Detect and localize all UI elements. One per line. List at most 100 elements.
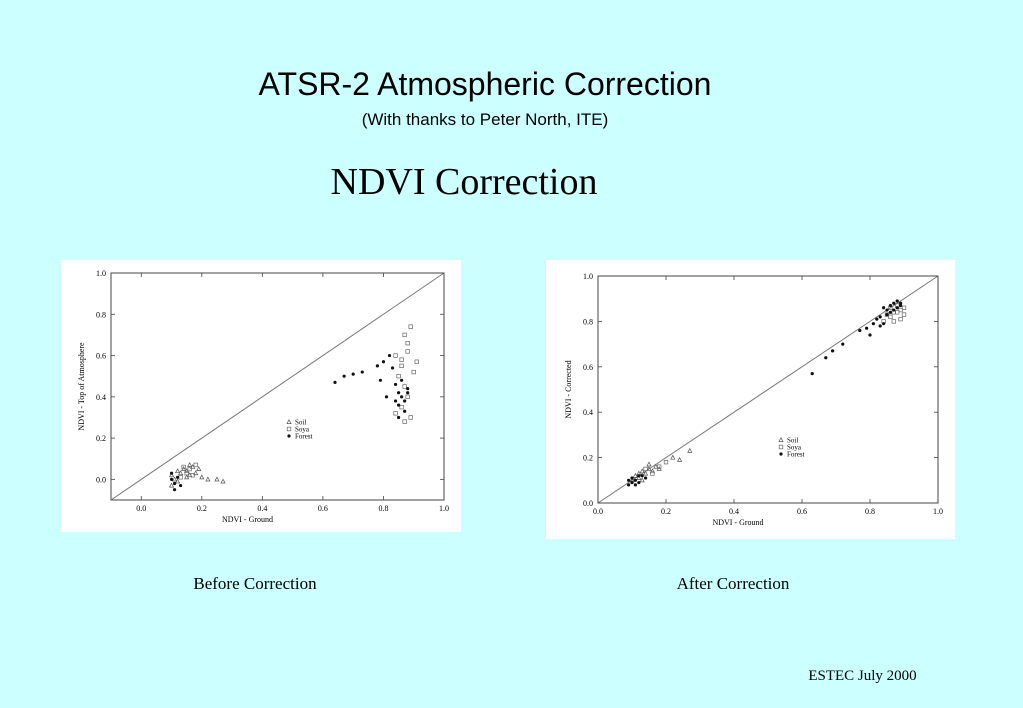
- y-tick-label: 1.0: [96, 269, 106, 278]
- data-point-soya: [405, 349, 410, 354]
- data-point-forest: [390, 366, 395, 370]
- data-point-soya: [408, 415, 413, 420]
- data-point-forest: [172, 488, 177, 492]
- data-point-forest: [630, 476, 634, 480]
- x-tick-label: 0.0: [593, 507, 603, 516]
- data-point-forest: [878, 324, 882, 328]
- data-point-forest: [892, 301, 896, 305]
- data-point-soya: [898, 316, 903, 322]
- data-point-forest: [899, 301, 903, 305]
- data-point-soil: [646, 461, 652, 467]
- data-point-forest: [406, 391, 410, 395]
- y-tick-label: 1.0: [583, 272, 593, 281]
- data-point-forest: [888, 303, 892, 308]
- legend-label-soya: Soya: [295, 426, 310, 434]
- data-point-soil: [643, 470, 649, 476]
- data-point-forest: [882, 306, 886, 310]
- y-tick-label: 0.4: [96, 393, 106, 402]
- data-point-soil: [175, 468, 181, 474]
- data-point-forest: [810, 372, 814, 376]
- legend-marker-soya: [286, 426, 292, 432]
- y-tick-label: 0.4: [583, 408, 593, 417]
- x-axis-label: NDVI - Ground: [712, 518, 763, 527]
- data-point-forest: [176, 475, 180, 479]
- y-axis-label: NDVI - Top of Atmosphere: [77, 342, 86, 431]
- data-point-soya: [178, 475, 183, 480]
- data-point-soil: [168, 472, 175, 478]
- data-point-forest: [627, 478, 631, 482]
- slide-subtitle: (With thanks to Peter North, ITE): [361, 110, 609, 129]
- data-point-soya: [393, 353, 398, 358]
- data-point-soya: [399, 404, 404, 410]
- data-point-soil: [187, 461, 193, 467]
- legend-marker-soil: [778, 437, 784, 442]
- data-point-forest: [885, 308, 889, 312]
- data-point-soya: [181, 464, 186, 470]
- data-point-soil: [653, 463, 659, 469]
- data-point-soil: [184, 474, 190, 480]
- slide-footer: ESTEC July 2000: [808, 668, 917, 684]
- legend-label-soil: Soil: [787, 437, 798, 445]
- y-tick-label: 0.2: [96, 434, 106, 443]
- data-point-soya: [650, 471, 655, 476]
- slide-title: ATSR-2 Atmospheric Correction: [258, 66, 712, 102]
- data-point-forest: [387, 353, 392, 358]
- data-point-soya: [405, 341, 410, 346]
- data-point-soya: [411, 369, 416, 375]
- y-tick-label: 0.8: [96, 310, 106, 319]
- data-point-forest: [172, 481, 177, 486]
- legend-marker-forest: [287, 434, 291, 438]
- legend-label-forest: Forest: [295, 433, 313, 441]
- y-tick-label: 0.8: [583, 317, 593, 326]
- after-correction-caption: After Correction: [676, 574, 790, 593]
- one-to-one-line: [110, 272, 445, 501]
- data-point-forest: [375, 364, 379, 368]
- legend-marker-forest: [779, 452, 783, 456]
- legend-marker-soya: [778, 444, 784, 450]
- data-point-forest: [403, 409, 407, 413]
- data-point-forest: [403, 399, 407, 403]
- data-point-soya: [895, 310, 900, 315]
- data-point-soil: [677, 456, 683, 462]
- data-point-soil: [205, 476, 211, 482]
- data-point-forest: [885, 312, 889, 317]
- data-point-forest: [637, 480, 641, 485]
- data-point-forest: [633, 483, 637, 487]
- x-tick-label: 0.8: [378, 504, 388, 513]
- data-point-forest: [393, 382, 398, 387]
- data-point-soil: [649, 468, 655, 474]
- data-point-forest: [384, 395, 389, 399]
- data-point-forest: [858, 328, 862, 333]
- x-axis-label: NDVI - Ground: [222, 515, 273, 524]
- plot-frame: [597, 275, 939, 504]
- data-point-forest: [381, 360, 386, 364]
- legend-label-soya: Soya: [787, 444, 802, 452]
- data-point-soya: [901, 312, 907, 317]
- data-point-soya: [405, 394, 410, 399]
- data-point-forest: [882, 322, 886, 326]
- before-correction-plot-panel: 0.0 0.2 0.4 0.6 0.8 1.0 0.0 0.2 0.4 0.6 0.8 1.0 NDVI…: [61, 260, 461, 532]
- x-tick-label: 0.6: [318, 504, 328, 513]
- data-point-forest: [633, 478, 637, 482]
- data-point-forest: [393, 399, 398, 403]
- data-point-soya: [393, 411, 398, 416]
- data-point-soya: [399, 357, 404, 362]
- x-tick-label: 1.0: [933, 507, 943, 516]
- data-point-soya: [888, 314, 893, 320]
- data-point-forest: [640, 474, 644, 478]
- y-tick-label: 0.2: [583, 454, 593, 463]
- data-point-soya: [663, 459, 669, 465]
- data-point-soya: [657, 464, 662, 469]
- data-point-forest: [831, 349, 835, 353]
- data-point-forest: [333, 380, 337, 384]
- plot-frame: [110, 272, 445, 501]
- data-point-forest: [396, 415, 401, 420]
- after-correction-scatter-chart: 0.0 0.2 0.4 0.6 0.8 1.0 0.0 0.2 0.4 0.6 0.8 1.0 NDVI…: [564, 272, 943, 527]
- data-point-soil: [670, 454, 676, 460]
- data-point-forest: [396, 391, 401, 395]
- data-point-soil: [646, 465, 652, 471]
- data-point-soya: [193, 462, 198, 468]
- data-point-forest: [824, 356, 828, 360]
- data-point-forest: [378, 378, 383, 382]
- x-tick-label: 0.0: [136, 504, 146, 513]
